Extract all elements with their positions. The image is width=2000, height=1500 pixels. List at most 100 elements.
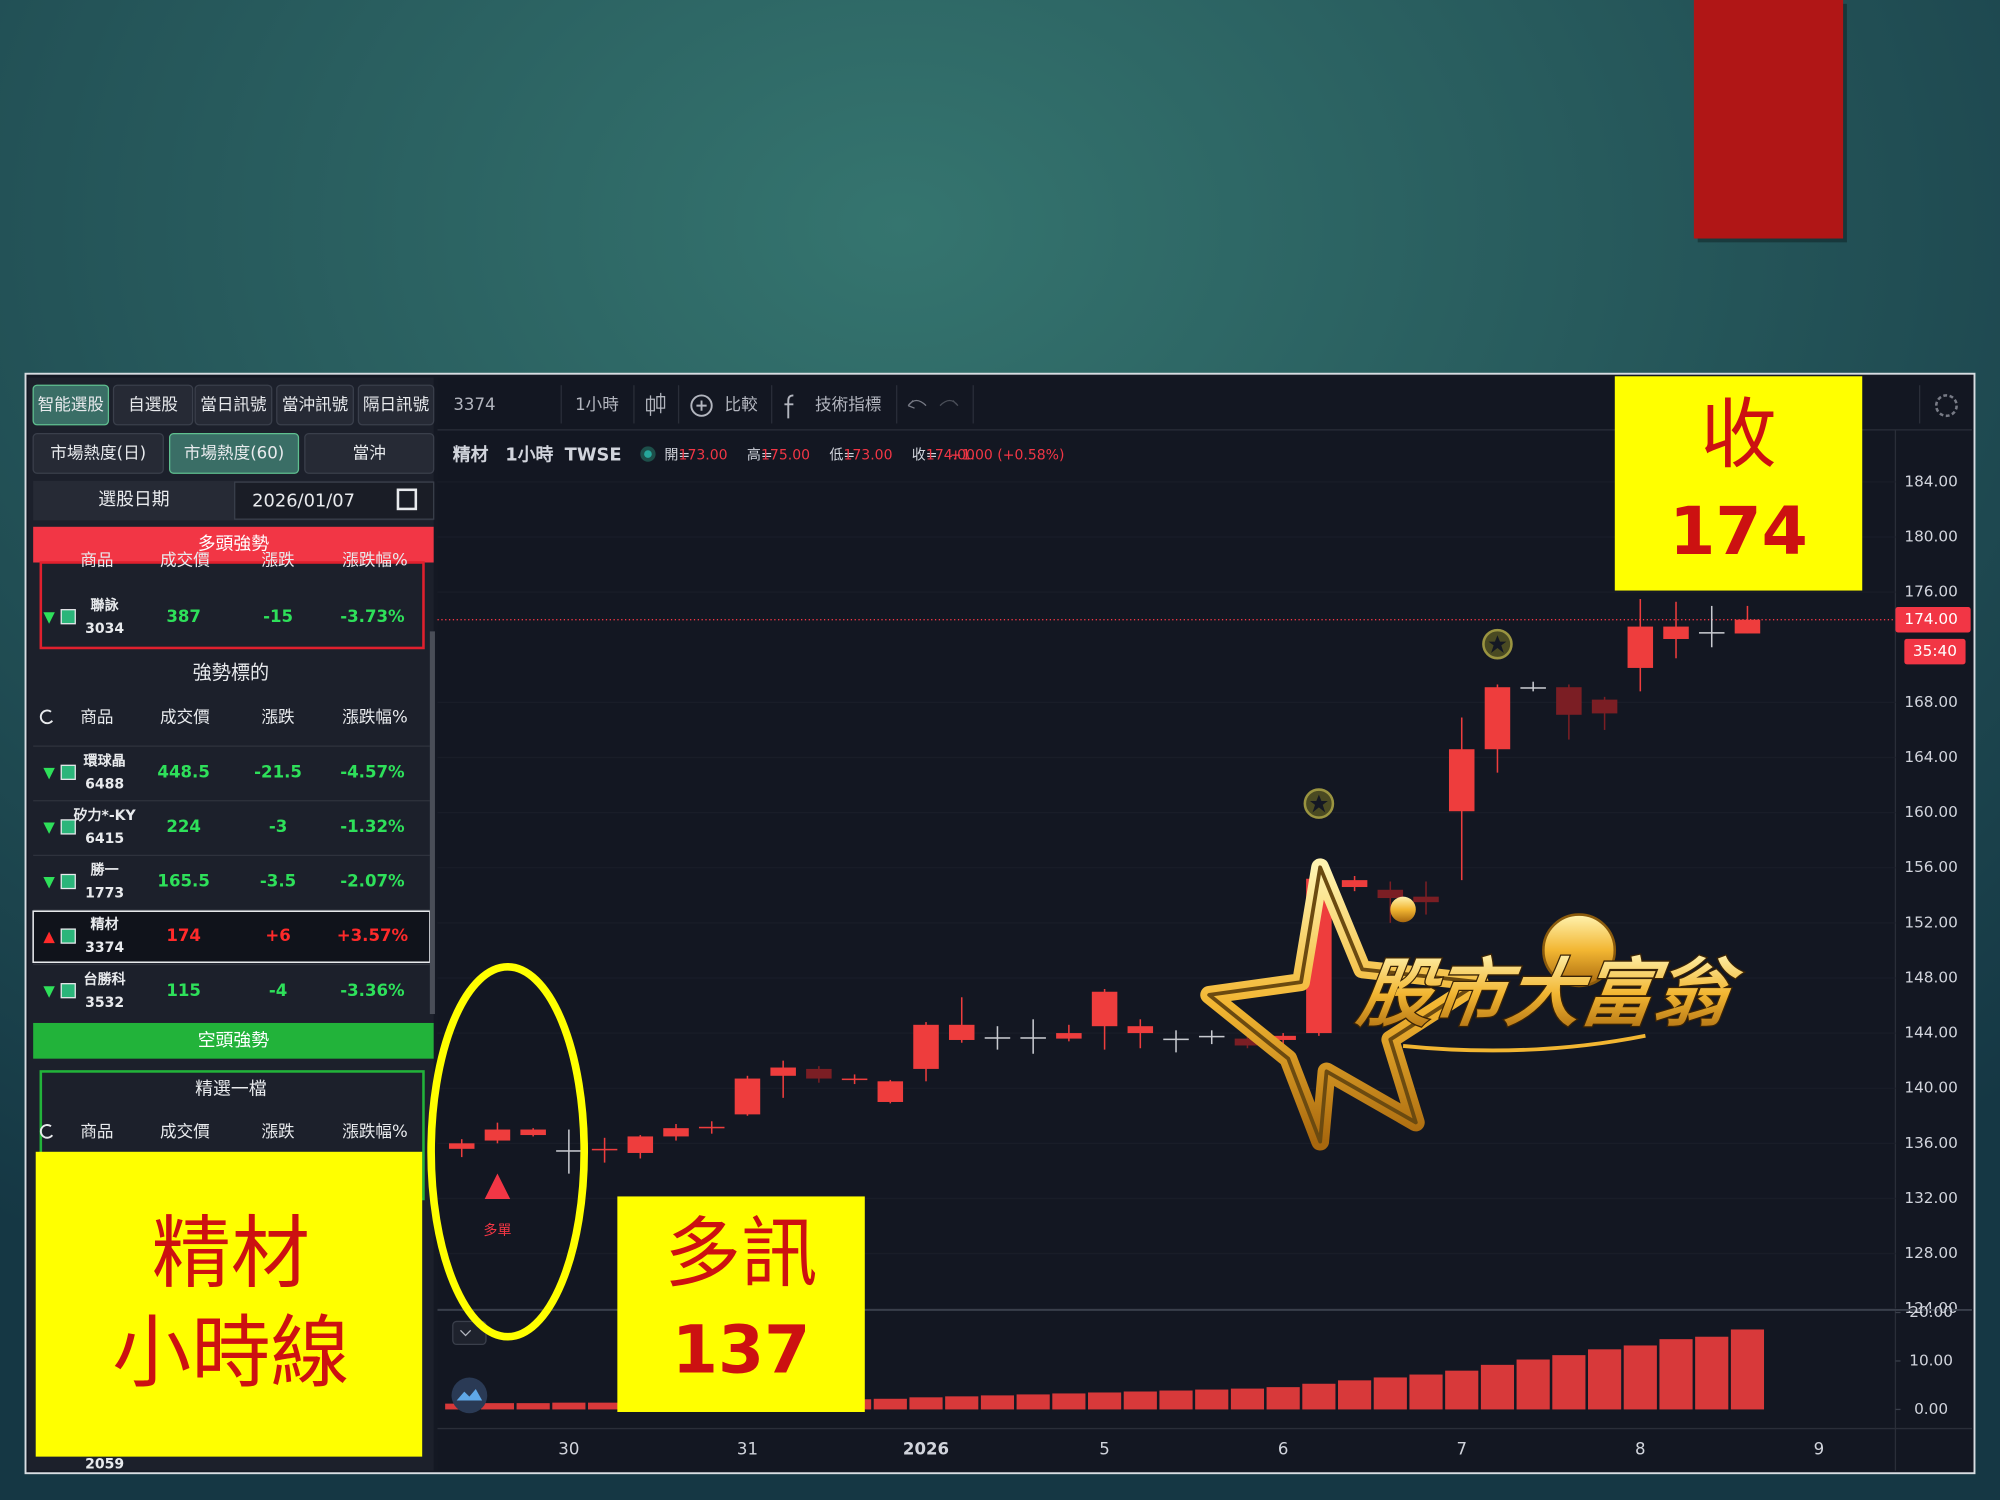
candle-body <box>877 1081 904 1102</box>
volume-bar <box>1159 1390 1193 1410</box>
change: -3.5 <box>260 872 296 891</box>
column-header: 商品 <box>80 708 113 727</box>
candle-body <box>698 1126 725 1129</box>
stock-code: 6415 <box>85 831 124 847</box>
column-header: 漲跌 <box>261 1122 295 1141</box>
legend-symbol: 精材 <box>453 443 489 465</box>
direction-arrow <box>43 612 55 624</box>
stock-code: 2059 <box>85 1456 124 1472</box>
subtab[interactable] <box>32 433 164 474</box>
change-pct: +3.57% <box>337 926 409 945</box>
candle-body <box>734 1078 761 1115</box>
volume-tick-label: 0.00 <box>1914 1400 1948 1418</box>
compare-icon[interactable] <box>690 394 713 417</box>
candle-body <box>1377 889 1404 899</box>
stock-name: 勝一 <box>91 862 119 879</box>
candle-body <box>984 1037 1011 1039</box>
tab[interactable] <box>194 384 273 426</box>
candle-body <box>806 1068 832 1079</box>
candle-body <box>1663 626 1689 639</box>
y-tick-label: 168.00 <box>1904 693 1958 711</box>
y-tick-label: 140.00 <box>1904 1079 1958 1097</box>
chart-type-icon[interactable] <box>646 392 666 416</box>
close-box-value: 174 <box>1669 492 1807 570</box>
volume-bar <box>1230 1388 1265 1410</box>
candle-body <box>1127 1026 1154 1034</box>
refresh-icon[interactable] <box>39 709 54 725</box>
signal-box-value: 137 <box>672 1311 810 1389</box>
y-tick-label: 152.00 <box>1904 913 1958 931</box>
stock-icon <box>60 928 76 944</box>
bear-title: 空頭強勢 <box>198 1030 270 1051</box>
signal-box <box>617 1196 865 1412</box>
y-tick-label: 132.00 <box>1904 1189 1958 1207</box>
symbol-search: 3374 <box>453 395 495 414</box>
tab[interactable] <box>276 384 354 426</box>
candle-body <box>1163 1038 1189 1041</box>
volume-bar <box>1052 1393 1086 1410</box>
candle-body <box>1627 626 1654 668</box>
tab-label: 當沖訊號 <box>282 395 349 414</box>
x-tick-label: 2026 <box>903 1440 949 1459</box>
name-box-line1: 精材 <box>152 1207 310 1299</box>
buy-signal-label: 多單 <box>483 1222 511 1239</box>
volume-bar <box>1516 1359 1550 1410</box>
subtab[interactable] <box>169 433 300 474</box>
candle-body <box>1413 896 1439 903</box>
tab[interactable] <box>112 384 194 426</box>
countdown-tag <box>1904 638 1966 665</box>
volume-bar <box>873 1398 907 1410</box>
subtab[interactable] <box>304 433 435 474</box>
volume-tick-label: 10.00 <box>1909 1351 1953 1369</box>
tab[interactable] <box>357 384 435 426</box>
volume-bar <box>516 1403 550 1410</box>
bull-title: 多頭強勢 <box>198 534 270 555</box>
x-tick-label: 31 <box>737 1440 758 1459</box>
candle-body <box>913 1024 939 1069</box>
signal-box-title: 多訊 <box>665 1210 818 1299</box>
bull-header <box>33 526 434 563</box>
column-header: 漲跌 <box>261 708 295 727</box>
logo-coin-small <box>1390 896 1416 923</box>
tab[interactable] <box>32 384 110 426</box>
volume-bar <box>1123 1391 1157 1410</box>
logo-text: 股市大富翁 <box>1352 950 1747 1037</box>
y-tick-label: 160.00 <box>1904 803 1958 821</box>
indicators-button: 技術指標 <box>815 395 882 414</box>
bear-subtitle: 精選一檔 <box>195 1078 266 1099</box>
tab-label: 當日訊號 <box>200 395 267 414</box>
indicator-icon[interactable] <box>784 394 794 419</box>
date-input[interactable] <box>234 481 435 520</box>
refresh-icon[interactable] <box>39 1124 54 1139</box>
change: -3 <box>269 817 287 836</box>
candle-body <box>1234 1038 1261 1046</box>
close-box <box>1614 376 1863 591</box>
candle-body <box>448 1143 475 1149</box>
calendar-icon[interactable] <box>396 488 418 511</box>
y-tick-label: 176.00 <box>1904 583 1958 601</box>
volume-bar <box>1195 1389 1229 1410</box>
candle-body <box>770 1067 796 1076</box>
bear-header <box>33 1022 434 1059</box>
y-tick-label: 164.00 <box>1904 748 1958 766</box>
settings-icon[interactable] <box>1934 394 1958 418</box>
legend-value: 173.00 <box>679 447 728 463</box>
redo-icon[interactable] <box>939 399 959 407</box>
change: +6 <box>265 926 290 945</box>
candle-body <box>841 1078 868 1081</box>
stock-icon <box>60 873 76 890</box>
undo-icon[interactable] <box>907 399 927 409</box>
candle-body <box>627 1136 654 1153</box>
candle-body <box>1020 1037 1046 1039</box>
signal-star <box>1488 635 1507 654</box>
candle-body <box>1091 991 1118 1027</box>
x-tick-label: 8 <box>1635 1440 1646 1459</box>
date-value: 2026/01/07 <box>252 490 355 511</box>
column-header: 漲跌幅% <box>342 708 408 727</box>
candle-body <box>520 1129 546 1136</box>
volume-bar <box>1659 1339 1693 1410</box>
volume-tick-label: 20.00 <box>1909 1303 1953 1321</box>
column-header: 商品 <box>80 1122 113 1141</box>
